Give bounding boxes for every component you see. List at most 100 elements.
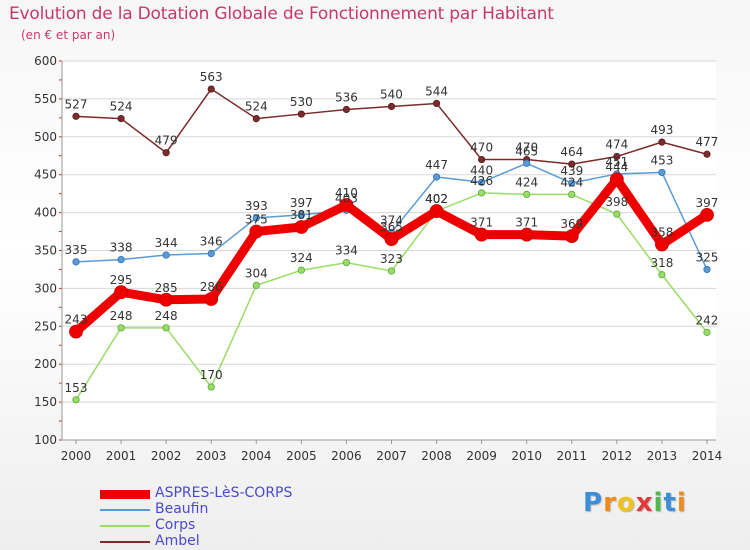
data-point <box>568 190 576 199</box>
data-label: 335 <box>65 243 88 257</box>
data-label: 403 <box>335 191 358 205</box>
data-point <box>207 383 215 391</box>
data-label: 536 <box>335 91 358 105</box>
data-point <box>384 232 399 247</box>
data-label: 346 <box>200 235 223 249</box>
x-tick-label: 2006 <box>331 449 362 463</box>
data-point <box>72 112 80 120</box>
data-label: 375 <box>245 213 268 227</box>
grid-lines <box>62 60 716 441</box>
data-point <box>432 173 441 181</box>
data-label: 358 <box>650 225 673 239</box>
data-point <box>523 159 531 167</box>
data-point <box>658 168 666 177</box>
data-label: 465 <box>515 144 538 158</box>
data-point <box>297 211 305 219</box>
x-tick-label: 2001 <box>106 449 137 463</box>
data-label: 530 <box>290 95 313 109</box>
data-point <box>297 266 305 274</box>
data-label: 369 <box>560 217 583 231</box>
data-label: 479 <box>155 134 178 148</box>
logo-letter: o <box>616 488 636 518</box>
legend-label: Corps <box>155 517 196 533</box>
data-labels: 527 524 479 563 524 530 536 540 544 470 470 464 474 4… <box>65 70 719 395</box>
y-tick-label: 550 <box>34 92 57 106</box>
y-tick-label: 100 <box>34 433 57 447</box>
data-point <box>429 204 444 218</box>
logo-letter: i <box>676 488 687 518</box>
data-point <box>564 229 579 243</box>
data-point <box>207 85 215 93</box>
data-point <box>613 152 621 161</box>
data-label: 444 <box>605 160 628 174</box>
data-point <box>297 110 305 118</box>
y-tick-label: 350 <box>34 244 57 258</box>
data-point <box>609 172 624 187</box>
y-tick-label: 500 <box>34 130 57 144</box>
data-point <box>655 237 669 252</box>
logo-letter: r <box>603 488 617 518</box>
data-point <box>387 267 396 275</box>
legend-swatch <box>100 489 150 499</box>
data-label: 439 <box>560 164 583 178</box>
data-label: 170 <box>200 368 223 382</box>
data-label: 365 <box>380 220 403 234</box>
data-point <box>478 178 486 186</box>
data-label: 286 <box>200 280 223 294</box>
series-ambel <box>72 85 711 168</box>
data-label: 474 <box>605 138 628 152</box>
x-tick-label: 2007 <box>376 449 407 463</box>
y-tick-label: 300 <box>34 281 57 295</box>
data-label: 402 <box>425 192 448 206</box>
data-point <box>342 105 351 114</box>
series-aspres-l-s-corps <box>69 172 714 339</box>
data-label: 344 <box>155 236 178 250</box>
data-label: 493 <box>650 123 673 137</box>
legend-swatch <box>100 509 150 511</box>
data-label: 397 <box>290 196 313 210</box>
legend-label: Beaufin <box>155 501 209 517</box>
data-label: 334 <box>335 244 358 258</box>
data-point <box>568 160 576 168</box>
data-label: 563 <box>200 70 223 84</box>
chart-subtitle: (en € et par an) <box>21 28 116 42</box>
data-label: 325 <box>696 250 719 264</box>
y-tick-label: 450 <box>34 168 57 182</box>
data-label: 453 <box>650 153 673 167</box>
data-point <box>117 115 125 123</box>
x-tick-label: 2000 <box>61 449 92 463</box>
data-point <box>339 198 354 212</box>
y-tick-label: 150 <box>34 395 57 409</box>
data-point <box>478 189 486 197</box>
x-tick-label: 2009 <box>466 449 497 463</box>
data-point <box>703 328 711 336</box>
data-point <box>117 324 125 332</box>
data-point <box>519 227 534 242</box>
data-point <box>252 214 260 222</box>
data-point <box>69 324 83 339</box>
data-point <box>162 149 170 157</box>
data-point <box>387 102 396 111</box>
data-point <box>294 220 309 234</box>
chart-series <box>69 85 714 404</box>
data-point <box>72 396 80 404</box>
data-label: 524 <box>245 100 268 114</box>
data-label: 447 <box>425 158 448 172</box>
data-label: 338 <box>110 241 133 255</box>
data-label: 393 <box>245 199 268 213</box>
data-label: 477 <box>696 135 719 149</box>
data-point <box>72 258 80 266</box>
logo-letter: i <box>653 488 664 518</box>
data-label: 323 <box>380 252 403 266</box>
data-label: 410 <box>335 186 358 200</box>
data-label: 248 <box>155 309 178 323</box>
data-label: 243 <box>65 313 88 327</box>
data-label: 402 <box>425 192 448 206</box>
data-label: 424 <box>560 175 583 189</box>
data-label: 285 <box>155 281 178 295</box>
x-tick-label: 2008 <box>421 449 452 463</box>
data-label: 524 <box>110 100 133 114</box>
data-point <box>207 249 215 258</box>
legend-label: Ambel <box>155 533 200 549</box>
x-tick-label: 2013 <box>647 449 678 463</box>
